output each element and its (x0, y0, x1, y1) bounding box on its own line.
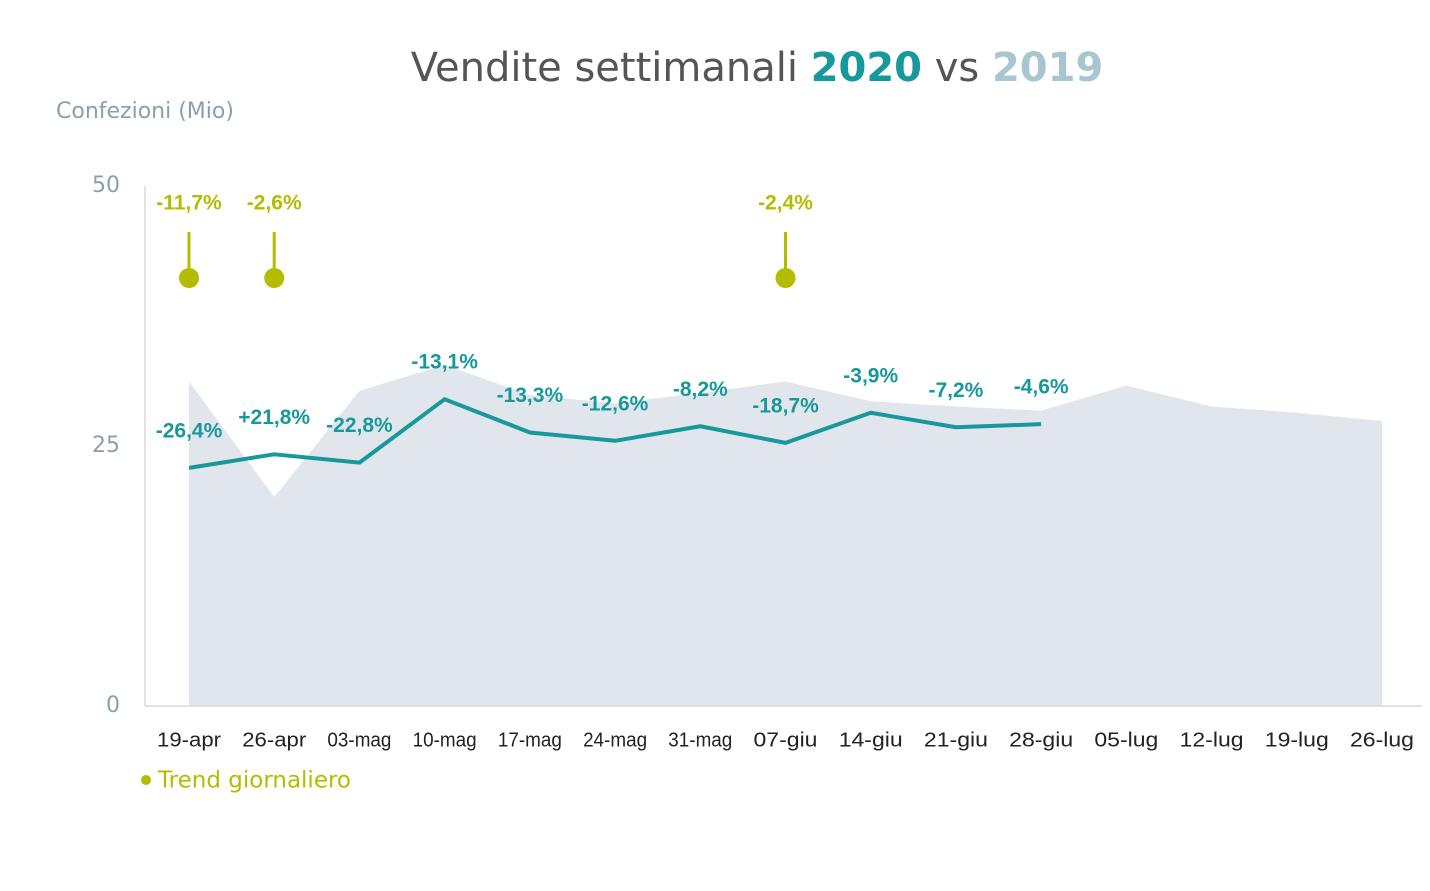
x-tick-label: 19-apr (157, 729, 221, 751)
area-2019 (189, 364, 1382, 706)
x-tick-label: 21-giu (924, 729, 988, 751)
change-label: -13,1% (411, 351, 478, 374)
x-tick-label: 05-lug (1094, 729, 1158, 751)
trend-dot (775, 268, 796, 288)
trend-dot (179, 268, 199, 288)
line-2020 (188, 397, 1042, 470)
title-2020: 2020 (811, 45, 922, 91)
change-label: -4,6% (1014, 376, 1069, 399)
legend-label: Trend giornaliero (157, 768, 351, 794)
y-tick-label: 50 (92, 173, 120, 198)
legend-dot (141, 775, 151, 785)
x-tick-label: 31-mag (668, 729, 732, 751)
change-label: -26,4% (156, 419, 223, 442)
title-2019: 2019 (992, 45, 1103, 91)
change-label: -13,3% (497, 384, 564, 407)
x-tick-label: 28-giu (1009, 729, 1073, 751)
change-label: -8,2% (673, 378, 728, 401)
x-tick-label: 24-mag (583, 729, 647, 751)
x-tick-label: 26-apr (242, 729, 306, 751)
trend-label: -2,6% (247, 192, 302, 215)
change-label: +21,8% (238, 406, 310, 429)
x-tick-label: 19-lug (1265, 729, 1329, 751)
change-label: -22,8% (326, 414, 393, 437)
x-tick-label: 17-mag (498, 729, 562, 751)
trend-dot (264, 268, 285, 288)
y-axis-label: Confezioni (Mio) (56, 99, 234, 124)
x-tick-label: 07-giu (754, 729, 818, 751)
change-label: -18,7% (752, 394, 819, 417)
change-label: -3,9% (843, 364, 898, 387)
title-vs: vs (935, 45, 980, 91)
trend-label: -11,7% (156, 192, 222, 215)
chart-title: Vendite settimanali 2020 vs 2019 (411, 45, 1104, 91)
trend-label: -2,4% (758, 192, 813, 215)
x-tick-label: 14-giu (839, 729, 903, 751)
y-tick-label: 0 (106, 693, 120, 718)
x-tick-label: 10-mag (413, 729, 477, 751)
x-tick-label: 03-mag (327, 729, 391, 751)
x-tick-label: 12-lug (1180, 729, 1244, 751)
change-label: -12,6% (582, 392, 649, 415)
title-text: Vendite settimanali (411, 45, 798, 91)
change-label: -7,2% (928, 379, 983, 402)
x-tick-label: 26-lug (1350, 729, 1414, 751)
y-tick-label: 25 (92, 433, 120, 458)
